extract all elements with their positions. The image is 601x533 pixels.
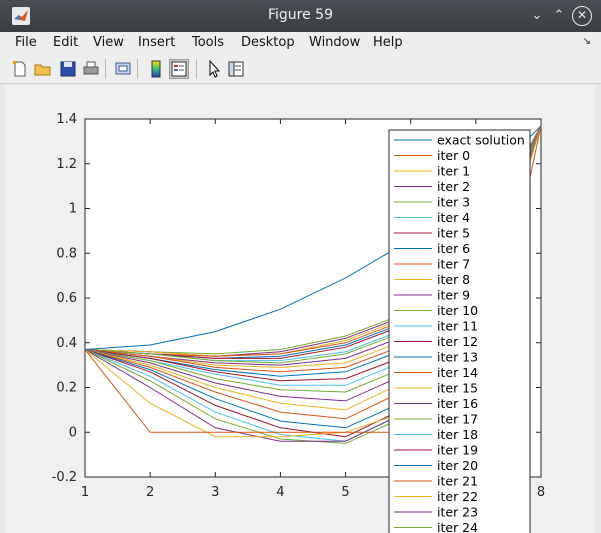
open-file-icon[interactable]: [33, 59, 53, 79]
menu-desktop[interactable]: Desktop: [241, 35, 295, 50]
legend-entry: iter 18: [437, 427, 478, 442]
legend-entry: iter 1: [437, 164, 470, 179]
legend-entry: iter 21: [437, 474, 478, 489]
y-tick-label: 1.2: [56, 157, 77, 172]
colorbar-icon[interactable]: [146, 59, 166, 79]
menu-file[interactable]: File: [15, 35, 37, 50]
legend-entry: iter 19: [437, 443, 478, 458]
legend-entry: iter 16: [437, 396, 478, 411]
x-tick-label: 2: [146, 485, 154, 500]
legend-entry: iter 6: [437, 241, 470, 256]
new-figure-icon[interactable]: [10, 59, 30, 79]
toolbar-separator: [137, 59, 138, 79]
x-tick-label: 4: [276, 485, 284, 500]
y-tick-label: 0.2: [56, 381, 77, 396]
legend-entry: iter 4: [437, 210, 470, 225]
minimize-icon[interactable]: ⌄: [531, 8, 543, 23]
legend-entry: iter 14: [437, 365, 478, 380]
legend-entry: iter 13: [437, 350, 478, 365]
legend-entry: iter 3: [437, 195, 470, 210]
legend-entry: exact solution: [437, 133, 525, 148]
legend-entry: iter 24: [437, 520, 478, 533]
toolbar-separator: [196, 59, 197, 79]
print-icon[interactable]: [81, 59, 101, 79]
legend-entry: iter 5: [437, 226, 470, 241]
y-tick-label: 0.6: [56, 291, 77, 306]
close-icon[interactable]: ✕: [572, 6, 592, 26]
legend-entry: iter 15: [437, 381, 478, 396]
maximize-icon[interactable]: ⌃: [553, 8, 565, 23]
y-tick-label: 0.4: [56, 336, 77, 351]
menu-window[interactable]: Window: [309, 35, 361, 50]
legend-entry: iter 9: [437, 288, 470, 303]
legend-entry: iter 17: [437, 412, 478, 427]
dock-arrow-icon[interactable]: ↘: [582, 36, 591, 47]
x-tick-label: 1: [81, 485, 89, 500]
legend-icon[interactable]: [169, 59, 189, 79]
y-tick-label: 1.4: [56, 112, 77, 127]
x-tick-label: 3: [211, 485, 219, 500]
legend-entry: iter 12: [437, 334, 478, 349]
legend-entry: iter 10: [437, 303, 478, 318]
legend-entry: iter 22: [437, 489, 478, 504]
pointer-icon[interactable]: [204, 59, 224, 79]
menu-view[interactable]: View: [93, 35, 124, 50]
legend-entry: iter 0: [437, 148, 470, 163]
print-preview-icon[interactable]: [113, 59, 133, 79]
toolbar-separator: [105, 59, 106, 79]
window-title: Figure 59: [267, 7, 333, 23]
matlab-logo-icon: [12, 7, 30, 25]
line-chart: -0.200.20.40.60.811.21.4 12345678 exact …: [52, 112, 545, 533]
y-tick-label: 1: [69, 202, 77, 217]
y-tick-label: 0.8: [56, 246, 77, 261]
legend-entry: iter 2: [437, 179, 470, 194]
legend-entry: iter 11: [437, 319, 478, 334]
x-tick-label: 8: [537, 485, 545, 500]
title-bar: Figure 59 ⌄ ⌃ ✕: [0, 0, 601, 32]
menu-help[interactable]: Help: [373, 35, 403, 50]
property-editor-icon[interactable]: [226, 59, 246, 79]
y-tick-label: -0.2: [52, 470, 77, 485]
menu-edit[interactable]: Edit: [53, 35, 79, 50]
legend-entry: iter 7: [437, 257, 470, 272]
legend-entry: iter 23: [437, 505, 478, 520]
x-tick-label: 5: [341, 485, 349, 500]
menu-bar: File Edit View Insert Tools Desktop Wind…: [0, 32, 601, 54]
legend-entry: iter 20: [437, 458, 478, 473]
y-tick-label: 0: [69, 425, 77, 440]
menu-insert[interactable]: Insert: [138, 35, 176, 50]
toolbar: [0, 54, 601, 84]
save-icon[interactable]: [58, 59, 78, 79]
legend-entry: iter 8: [437, 272, 470, 287]
menu-tools[interactable]: Tools: [192, 35, 225, 50]
